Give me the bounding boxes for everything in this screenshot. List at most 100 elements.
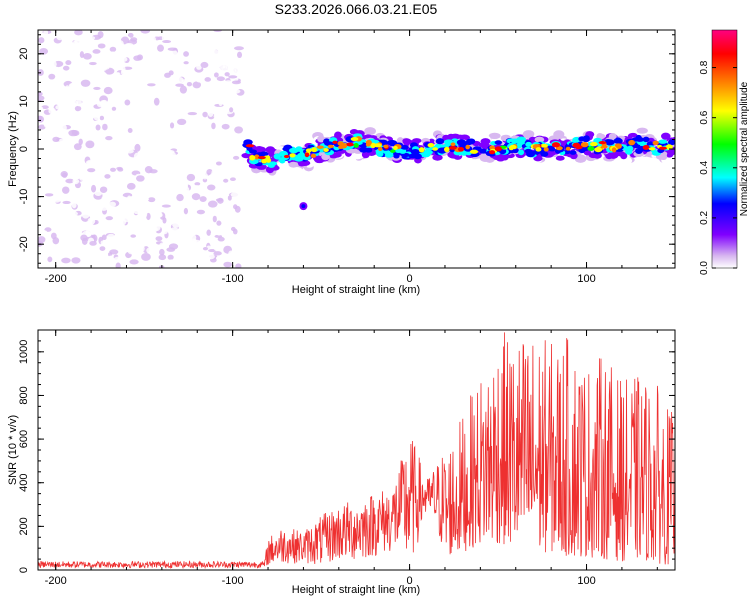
spectrogram-signal-cell	[265, 157, 272, 163]
spectrogram-noise-cell	[100, 82, 110, 86]
spectrogram-noise-cell	[104, 54, 113, 61]
spectrogram-speckle	[271, 111, 276, 116]
spectrogram-noise-cell	[62, 124, 67, 132]
spectrogram-signal-cell	[377, 157, 386, 166]
spectrogram-noise-cell	[176, 177, 181, 183]
spectrogram-noise-cell	[220, 185, 228, 191]
spectrogram-noise-cell	[151, 220, 159, 226]
spectrogram-noise-cell	[214, 187, 219, 195]
spectrogram-noise-cell	[74, 105, 82, 112]
spectrogram-speckle	[425, 178, 431, 183]
spectrogram-noise-cell	[53, 48, 58, 55]
spectrogram-noise-cell	[212, 263, 221, 267]
spectrogram-speckle	[505, 118, 509, 121]
spectrogram-noise-cell	[202, 246, 209, 251]
spectrogram-noise-cell	[42, 138, 47, 143]
spectrogram-noise-cell	[214, 140, 224, 145]
spectrogram-speckle	[476, 124, 480, 128]
spectrogram-speckle	[285, 126, 289, 129]
spectrogram-noise-cell	[95, 124, 101, 131]
spectrogram-x-tick-label: 100	[577, 273, 595, 285]
snr-x-tick-label: 0	[407, 575, 413, 587]
spectrogram-noise-cell	[85, 35, 96, 41]
spectrogram-noise-cell	[99, 186, 108, 193]
spectrogram-signal-cell	[572, 142, 581, 148]
spectrogram-noise-cell	[124, 99, 131, 106]
spectrogram-noise-cell	[97, 31, 104, 39]
spectrogram-noise-cell	[134, 98, 140, 105]
spectrogram-noise-cell	[146, 115, 154, 120]
spectrogram-noise-cell	[155, 67, 165, 75]
spectrogram-noise-cell	[167, 47, 178, 51]
spectrogram-noise-cell	[144, 141, 152, 147]
spectrogram-noise-cell	[101, 139, 110, 146]
spectrogram-noise-cell	[93, 55, 99, 64]
spectrogram-y-tick-label: -20	[18, 236, 30, 252]
spectrogram-noise-cell	[123, 71, 131, 76]
spectrogram-noise-cell	[114, 213, 124, 221]
spectrogram-noise-cell	[75, 224, 83, 229]
spectrogram-noise-cell	[159, 172, 169, 180]
spectrogram-noise-cell	[146, 247, 155, 254]
spectrogram-noise-cell	[91, 184, 97, 193]
spectrogram-noise-cell	[90, 231, 98, 236]
spectrogram-speckle	[557, 195, 562, 199]
spectrogram-noise-cell	[45, 193, 54, 197]
spectrogram-signal-cell	[327, 144, 334, 149]
spectrogram-signal-cell	[377, 146, 383, 151]
spectrogram-noise-cell	[186, 173, 196, 182]
spectrogram-speckle	[603, 193, 607, 197]
spectrogram-signal-cell	[569, 150, 577, 155]
spectrogram-noise-cell	[172, 222, 181, 228]
spectrogram-noise-cell	[65, 60, 72, 66]
spectrogram-signal-cell	[565, 146, 571, 151]
spectrogram-signal-cell	[245, 144, 255, 148]
spectrogram-noise-cell	[97, 228, 108, 234]
spectrogram-noise-cell	[87, 168, 96, 173]
spectrogram-noise-cell	[170, 227, 179, 234]
spectrogram-noise-cell	[216, 76, 226, 82]
spectrogram-signal-cell	[384, 152, 394, 158]
spectrogram-signal-cell	[427, 142, 435, 148]
spectrogram-noise-cell	[211, 106, 218, 114]
spectrogram-speckle	[610, 198, 616, 204]
spectrogram-noise-cell	[139, 102, 148, 107]
spectrogram-noise-cell	[233, 46, 244, 51]
spectrogram-noise-cell	[71, 202, 77, 209]
spectrogram-noise-cell	[231, 104, 240, 111]
spectrogram-noise-cell	[173, 253, 180, 261]
spectrogram-noise-cell	[221, 213, 231, 217]
spectrogram-signal-cell	[578, 136, 586, 142]
spectrogram-signal-cell	[448, 145, 457, 150]
spectrogram-noise-cell	[132, 47, 137, 51]
colorbar-gradient	[711, 29, 738, 269]
spectrogram-signal-cell	[273, 153, 281, 160]
spectrogram-noise-cell	[44, 260, 50, 267]
spectrogram-noise-cell	[195, 103, 202, 108]
spectrogram-noise-cell	[229, 107, 234, 113]
spectrogram-noise-cell	[192, 81, 202, 89]
spectrogram-signal-cell	[361, 151, 370, 159]
spectrogram-signal-cell	[488, 132, 501, 140]
spectrogram-noise-cell	[47, 97, 53, 104]
spectrogram-noise-cell	[58, 208, 68, 212]
spectrogram-noise-cell	[67, 134, 77, 143]
spectrogram-noise-cell	[201, 133, 206, 139]
spectrogram-noise-cell	[188, 124, 198, 129]
spectrogram-signal-cell	[555, 155, 565, 161]
spectrogram-noise-cell	[155, 212, 163, 218]
spectrogram-noise-cell	[62, 71, 69, 76]
spectrogram-noise-cell	[211, 122, 216, 130]
spectrogram-signal-cell	[628, 139, 636, 146]
snr-x-tick-label: -100	[222, 575, 244, 587]
spectrogram-noise-cell	[233, 244, 242, 252]
spectrogram-noise-cell	[40, 230, 48, 234]
spectrogram-noise-cell	[233, 204, 238, 210]
spectrogram-noise-cell	[207, 208, 213, 213]
spectrogram-signal-cell	[365, 142, 371, 147]
spectrogram-signal-cell	[601, 145, 608, 149]
spectrogram-noise-cell	[163, 158, 171, 165]
spectrogram-noise-cell	[147, 226, 157, 231]
spectrogram-noise-cell	[104, 106, 112, 110]
spectrogram-noise-cell	[169, 122, 175, 129]
